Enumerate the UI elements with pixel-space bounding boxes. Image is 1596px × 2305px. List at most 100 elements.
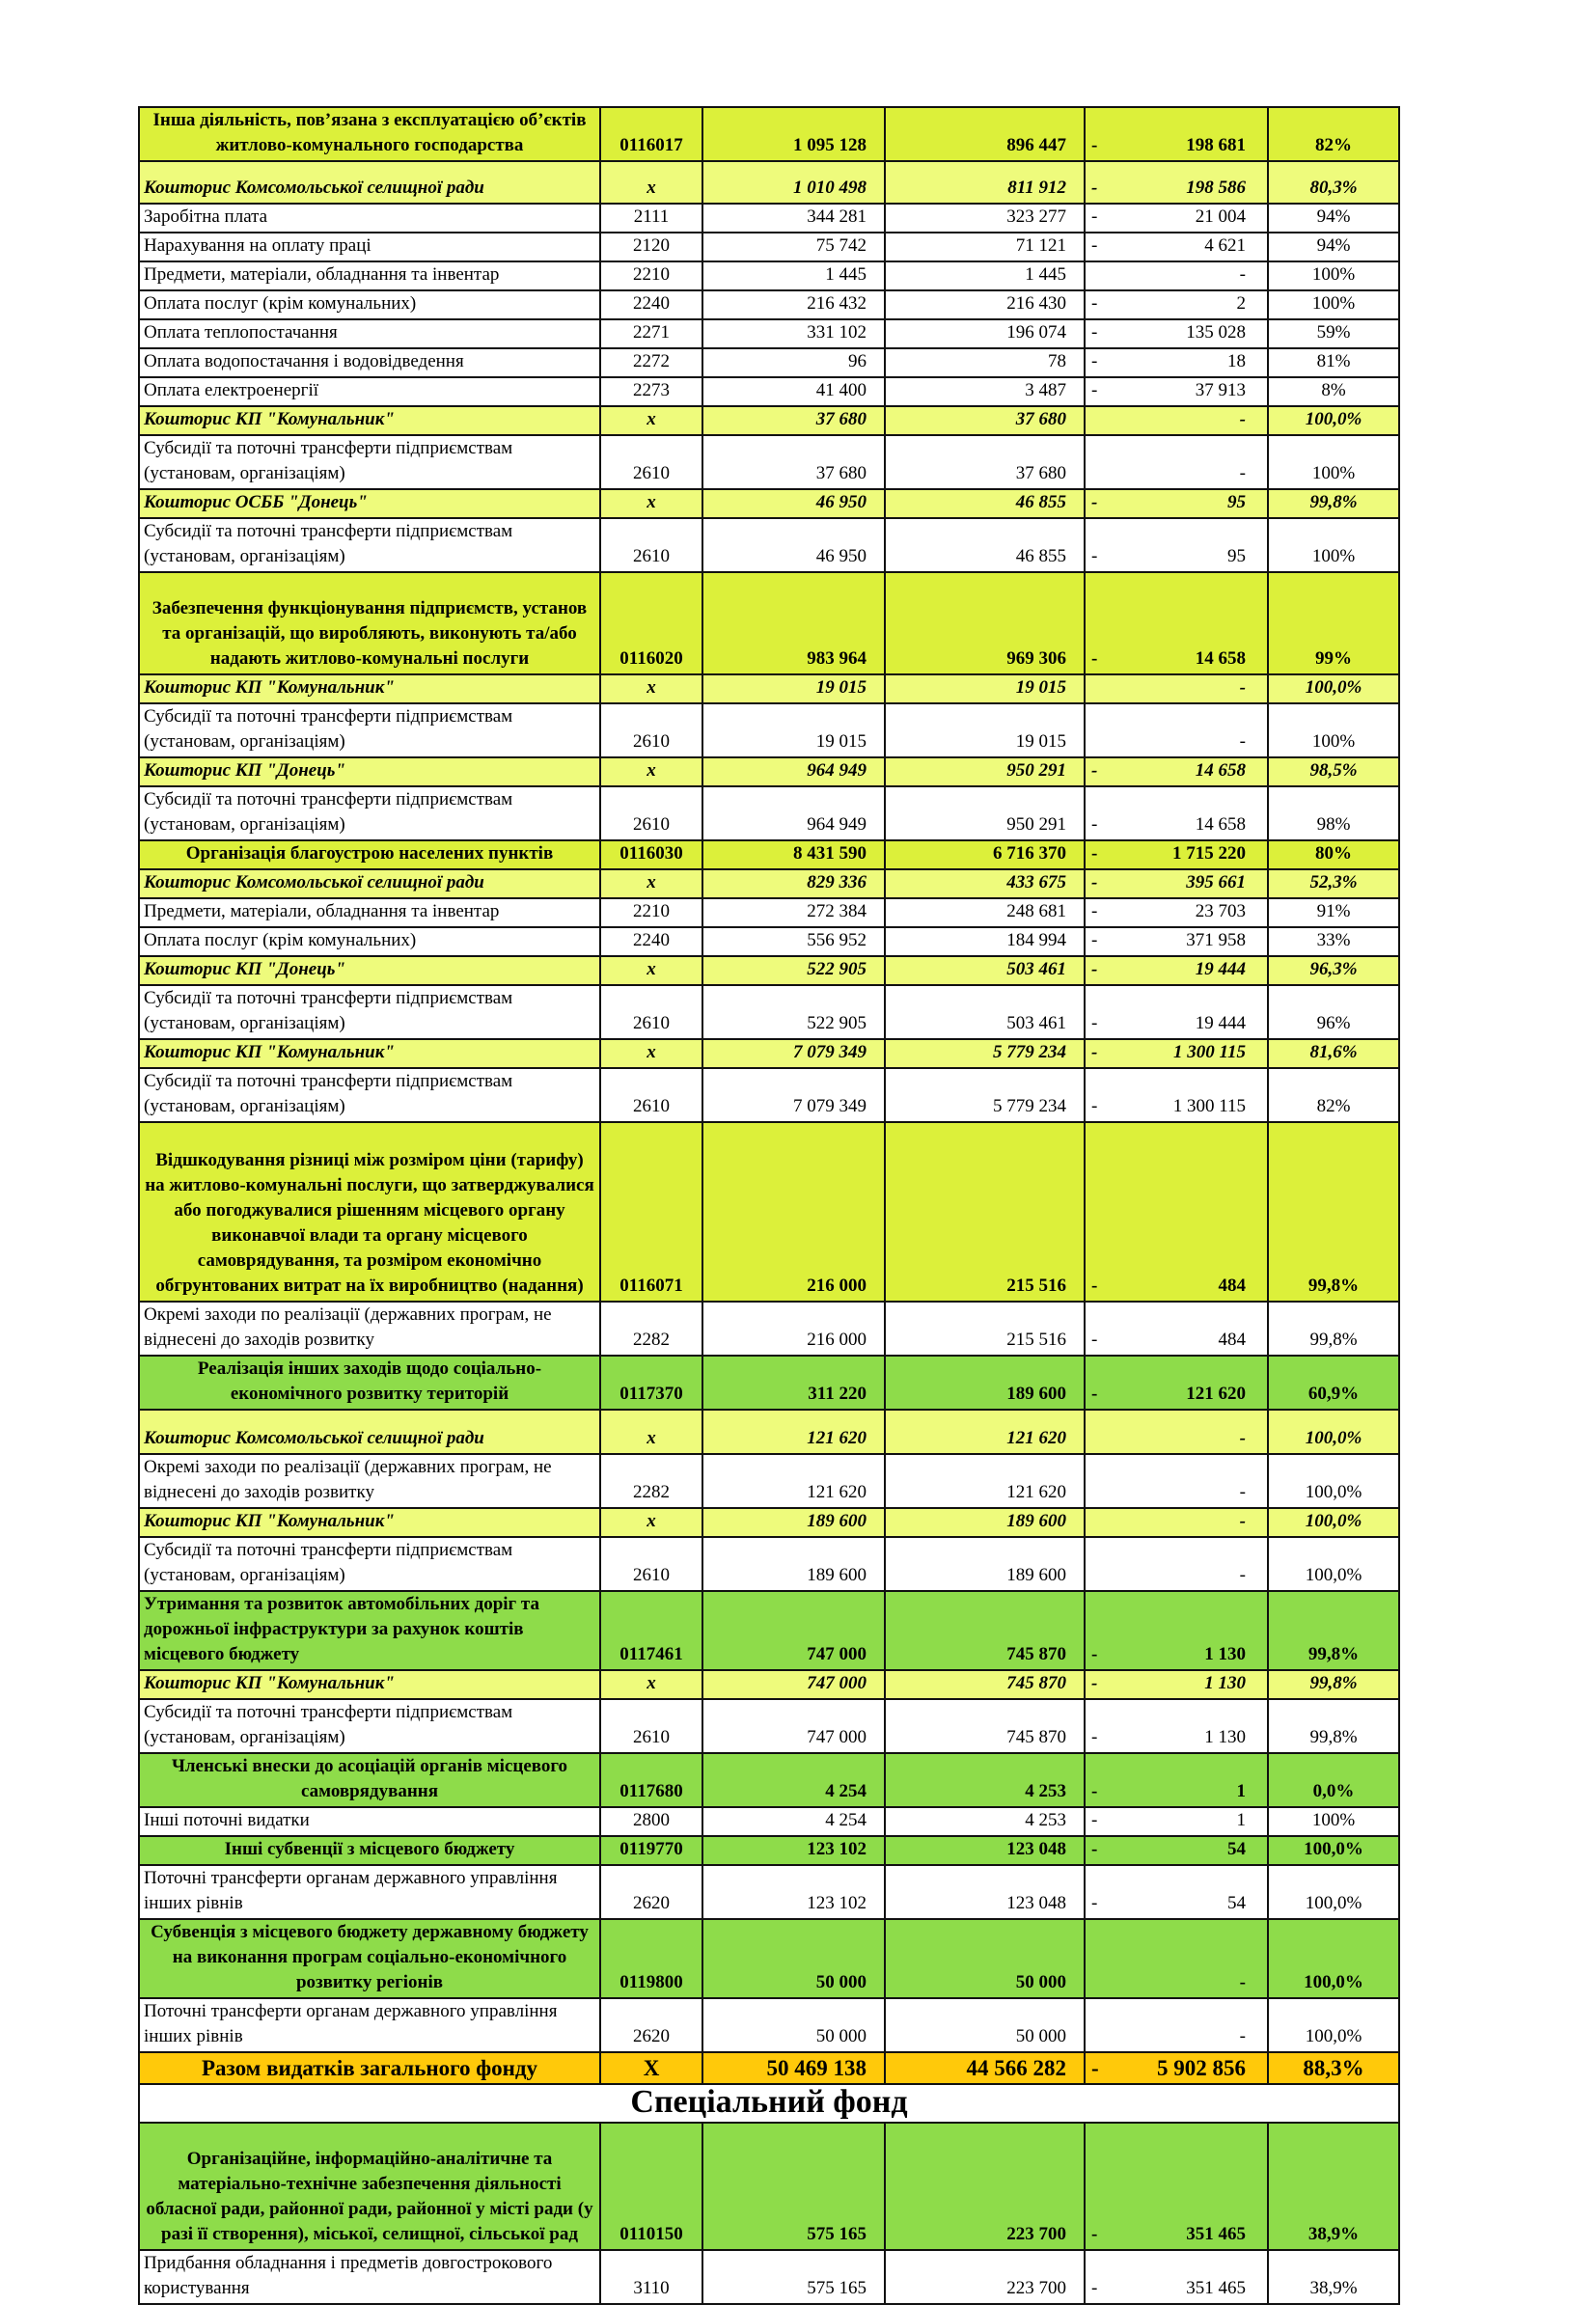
deviation-cell: - 5 902 856 <box>1084 2051 1269 2085</box>
estimate-row: Кошторис КП "Комунальник" х 19 015 19 015-1… <box>138 673 1400 704</box>
percent-cell: 99,8% <box>1267 1301 1400 1357</box>
deviation-cell: - 484 <box>1084 1121 1269 1303</box>
fact-cell: 745 870 <box>884 1590 1086 1671</box>
deviation-value: 198 681 <box>1186 135 1246 155</box>
fact-cell: 121 620 <box>884 1409 1086 1455</box>
expense-row: Субсидії та поточні трансферти підприємс… <box>138 517 1400 573</box>
code-cell: х <box>599 1409 703 1455</box>
fact-cell: 71 121 <box>884 232 1086 262</box>
percent-cell: 81,6% <box>1267 1038 1400 1069</box>
expense-row: Інші поточні видатки 2800 4 254 4 253-1 100% <box>138 1806 1400 1837</box>
fact-cell: 503 461 <box>884 984 1086 1040</box>
fact-cell: 189 600 <box>884 1507 1086 1538</box>
code-cell: х <box>599 1038 703 1069</box>
percent-cell: 80,3% <box>1267 160 1400 205</box>
description-cell: Оплата послуг (крім комунальних) <box>138 926 601 957</box>
deviation-value: - <box>1239 409 1246 429</box>
fact-cell: 189 600 <box>884 1355 1086 1411</box>
fact-cell: 745 870 <box>884 1698 1086 1754</box>
description-cell: Оплата послуг (крім комунальних) <box>138 289 601 320</box>
percent-cell: 99,8% <box>1267 1590 1400 1671</box>
deviation-cell: - 37 913 <box>1084 376 1269 407</box>
deviation-value: - <box>1239 1511 1246 1531</box>
plan-cell: 983 964 <box>702 571 886 675</box>
description-cell: Субсидії та поточні трансферти підприємс… <box>138 517 601 573</box>
estimate-row: Кошторис КП "Донець" х 964 949 950 291- 14 6… <box>138 756 1400 787</box>
plan-cell: 96 <box>702 347 886 378</box>
code-cell: 0117680 <box>599 1752 703 1808</box>
deviation-value: 95 <box>1227 492 1246 512</box>
percent-cell: 91% <box>1267 897 1400 928</box>
fact-cell: 184 994 <box>884 926 1086 957</box>
expense-row: Субсидії та поточні трансферти підприємс… <box>138 984 1400 1040</box>
description-cell: Кошторис КП "Комунальник" <box>138 1038 601 1069</box>
deviation-value: 351 465 <box>1186 2224 1246 2244</box>
plan-cell: 575 165 <box>702 2122 886 2251</box>
description-cell: Субсидії та поточні трансферти підприємс… <box>138 1536 601 1592</box>
description-cell: Організація благоустрою населених пункті… <box>138 839 601 870</box>
deviation-value: - <box>1239 2026 1246 2046</box>
fact-cell: 189 600 <box>884 1536 1086 1592</box>
deviation-value: 1 130 <box>1204 1673 1246 1693</box>
deviation-sign: - <box>1091 1384 1098 1404</box>
fact-cell: 19 015 <box>884 702 1086 758</box>
deviation-cell: - 14 658 <box>1084 785 1269 841</box>
expense-row: Оплата послуг (крім комунальних) 2240 216 … <box>138 289 1400 320</box>
budget-execution-table: Інша діяльність, пов’язана з експлуатаці… <box>138 106 1400 2305</box>
description-cell: Поточні трансферти органам державного уп… <box>138 1997 601 2053</box>
code-cell: х <box>599 1507 703 1538</box>
expense-row: Оплата водопостачання і водовідведення 22… <box>138 347 1400 378</box>
fact-cell: 223 700 <box>884 2122 1086 2251</box>
deviation-sign: - <box>1091 930 1098 950</box>
plan-cell: 964 949 <box>702 785 886 841</box>
deviation-cell: - 198 586 <box>1084 160 1269 205</box>
fact-cell: 50 000 <box>884 1997 1086 2053</box>
deviation-value: 4 621 <box>1204 235 1246 256</box>
expense-row: Оплата теплопостачання 2271 331 102 196 074… <box>138 318 1400 349</box>
program-row: Інша діяльність, пов’язана з експлуатаці… <box>138 106 1400 162</box>
description-cell: Заробітна плата <box>138 203 601 233</box>
percent-cell: 100,0% <box>1267 1864 1400 1920</box>
deviation-value: - <box>1239 677 1246 698</box>
percent-cell: 100% <box>1267 261 1400 291</box>
fact-cell: 4 253 <box>884 1806 1086 1837</box>
fact-cell: 5 779 234 <box>884 1067 1086 1123</box>
deviation-cell: - 54 <box>1084 1864 1269 1920</box>
deviation-cell: - 1 130 <box>1084 1698 1269 1754</box>
plan-cell: 50 000 <box>702 1997 886 2053</box>
deviation-cell: - 395 661 <box>1084 868 1269 899</box>
deviation-cell: - <box>1084 405 1269 436</box>
deviation-value: 54 <box>1227 1893 1246 1913</box>
plan-cell: 1 445 <box>702 261 886 291</box>
deviation-cell: - 484 <box>1084 1301 1269 1357</box>
deviation-sign: - <box>1091 492 1098 512</box>
percent-cell: 96% <box>1267 984 1400 1040</box>
plan-cell: 7 079 349 <box>702 1038 886 1069</box>
description-cell: Кошторис КП "Донець" <box>138 756 601 787</box>
description-cell: Членські внески до асоціацій органів міс… <box>138 1752 601 1808</box>
percent-cell: 100,0% <box>1267 1835 1400 1866</box>
plan-cell: 123 102 <box>702 1864 886 1920</box>
program-row: Утримання та розвиток автомобільних дорі… <box>138 1590 1400 1671</box>
code-cell: х <box>599 405 703 436</box>
expense-row: Предмети, матеріали, обладнання та інвен… <box>138 897 1400 928</box>
fact-cell: 78 <box>884 347 1086 378</box>
percent-cell: 80% <box>1267 839 1400 870</box>
fact-cell: 50 000 <box>884 1918 1086 1999</box>
description-cell: Реалізація інших заходів щодо соціально-… <box>138 1355 601 1411</box>
plan-cell: 344 281 <box>702 203 886 233</box>
expense-row: Заробітна плата 2111 344 281 323 277- 21 004… <box>138 203 1400 233</box>
code-cell: 2610 <box>599 702 703 758</box>
description-cell: Субсидії та поточні трансферти підприємс… <box>138 785 601 841</box>
deviation-cell: - 95 <box>1084 488 1269 519</box>
expense-row: Поточні трансферти органам державного уп… <box>138 1864 1400 1920</box>
deviation-sign: - <box>1091 135 1098 155</box>
estimate-row: Кошторис Комсомольської селищної ради х 82… <box>138 868 1400 899</box>
deviation-value: - <box>1239 1482 1246 1502</box>
deviation-value: 121 620 <box>1186 1384 1246 1404</box>
fact-cell: 46 855 <box>884 488 1086 519</box>
description-cell: Кошторис КП "Комунальник" <box>138 1507 601 1538</box>
fact-cell: 950 291 <box>884 785 1086 841</box>
fact-cell: 37 680 <box>884 434 1086 490</box>
plan-cell: 747 000 <box>702 1590 886 1671</box>
